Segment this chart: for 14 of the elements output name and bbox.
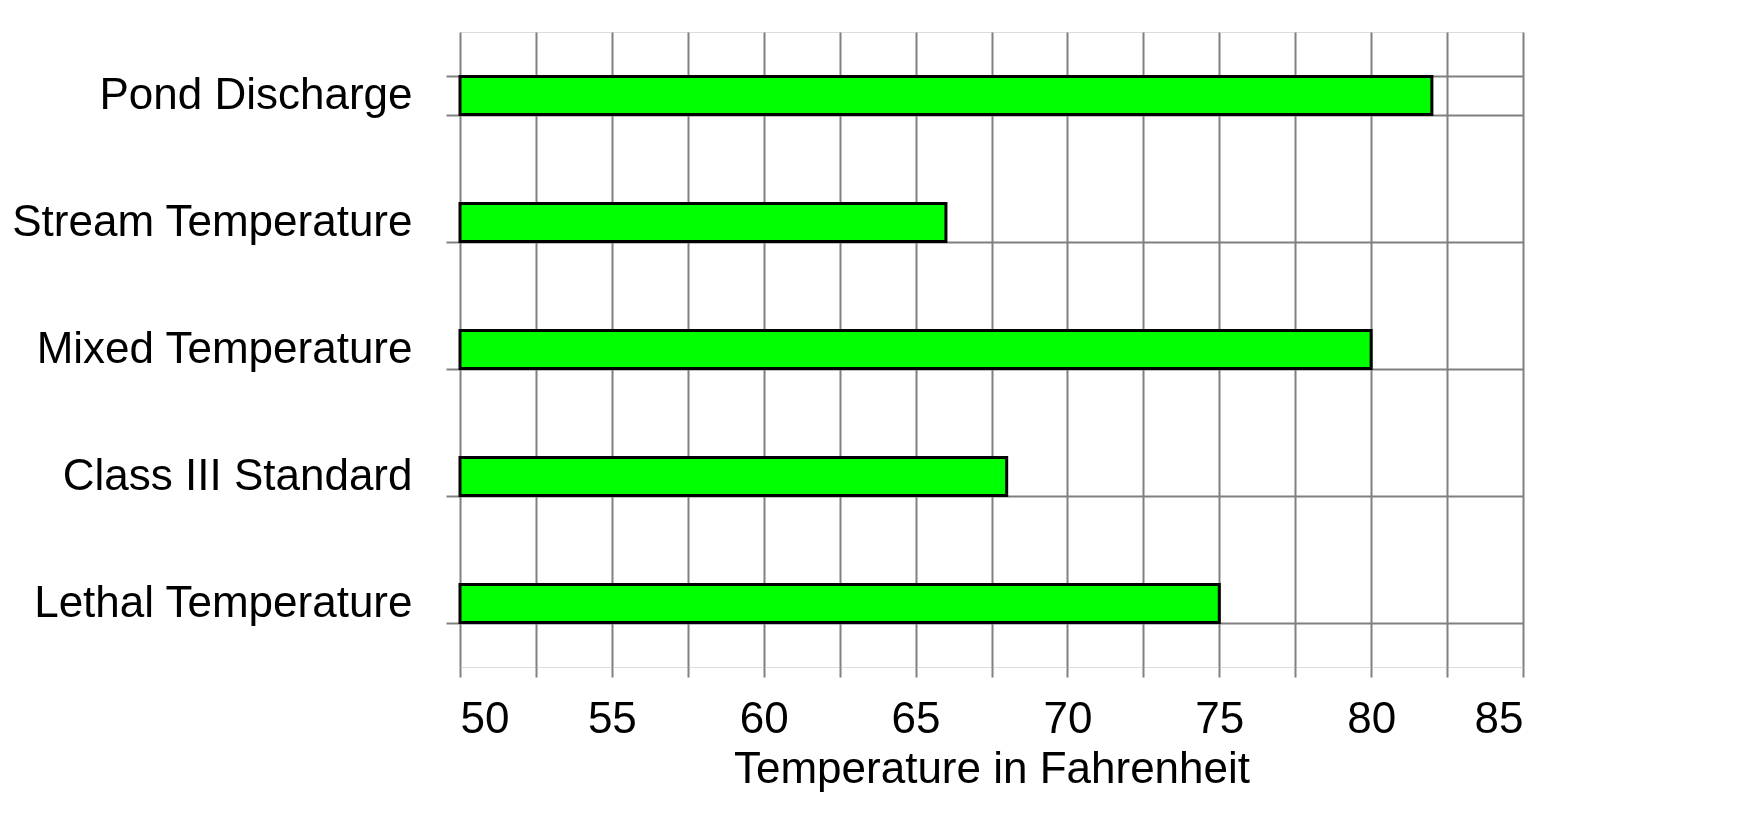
x-tick-label: 60	[739, 692, 789, 742]
x-tick-label: 55	[587, 692, 637, 742]
y-tick-label: Stream Temperature	[12, 196, 413, 245]
x-tick-label: 80	[1347, 692, 1397, 742]
y-tick-label: Class III Standard	[62, 450, 413, 499]
x-tick-label: 85	[1474, 692, 1524, 742]
x-tick-label: 65	[891, 692, 941, 742]
y-tick-label: Lethal Temperature	[34, 577, 413, 626]
x-axis-title: Temperature in Fahrenheit	[733, 742, 1251, 792]
x-tick-label: 70	[1043, 692, 1093, 742]
x-tick-label: 50	[460, 692, 510, 742]
y-tick-label: Pond Discharge	[99, 69, 413, 118]
x-tick-label: 75	[1195, 692, 1245, 742]
y-tick-label: Mixed Temperature	[36, 323, 413, 372]
